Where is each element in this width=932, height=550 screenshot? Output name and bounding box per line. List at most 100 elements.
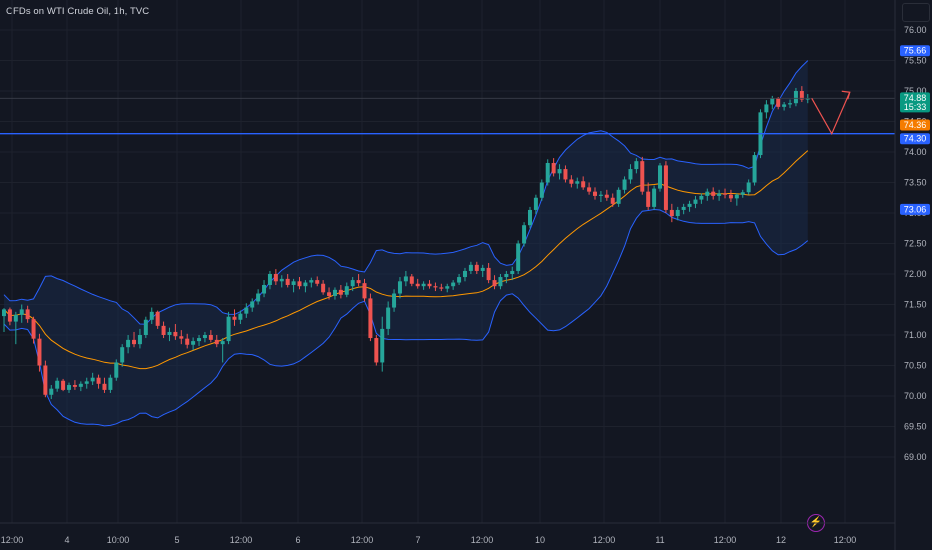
candle-body [510,270,515,274]
candle-body [25,309,30,320]
candle-body [31,319,36,339]
candle-body [746,182,751,193]
candle-body [693,199,698,204]
candle-body [344,286,349,295]
candle-body [728,194,733,199]
candle-body [309,280,314,283]
basis-line [3,150,809,370]
candle-body [279,278,284,282]
candle-body [43,365,48,395]
candle-body [480,267,485,271]
candle-body [640,161,645,192]
candle-body [226,316,231,342]
settings-icon[interactable] [902,3,930,22]
y-tick-label: 69.00 [904,452,927,462]
candle-body [533,197,538,210]
candle-body [415,283,420,287]
projection-arrowhead [841,90,851,100]
candle-body [49,388,54,395]
candle-body [569,179,574,184]
price-badge-label: 74.36 [904,120,927,130]
candle-body [770,98,775,105]
price-badge-label: 74.30 [904,134,927,144]
candle-body [291,281,296,285]
x-tick-label: 10 [535,535,545,545]
price-badge: 75.66 [900,45,930,57]
candle-body [2,309,6,317]
candle-body [321,283,326,293]
candle-body [197,338,202,342]
candle-body [675,209,680,217]
candle-body [303,282,308,287]
candle-body [238,313,243,320]
candle-body [587,187,592,192]
candle-body [427,283,432,287]
price-badge: 74.36 [900,119,930,131]
candle-body [646,191,651,207]
y-tick-label: 71.50 [904,300,927,310]
candle-body [805,98,810,100]
price-badge-label: 75.66 [904,46,927,56]
x-tick-label: 5 [174,535,179,545]
candle-body [78,383,83,387]
candle-body [782,104,787,107]
candle-body [327,292,332,296]
candle-body [102,383,107,390]
candle-body [474,264,479,271]
x-tick-label: 11 [655,535,664,545]
candle-body [776,98,781,107]
candle-body [522,225,527,244]
candle-body [433,286,438,288]
x-tick-label: 12 [776,535,786,545]
time-axis[interactable]: 12:00 4 10:00 5 12:00 6 12:00 7 12:00 10 12:00 11 12… [0,522,895,545]
candle-body [604,194,609,198]
candle-body [155,311,160,326]
candle-body [723,193,728,195]
candle-body [498,277,503,287]
candle-body [486,267,491,281]
candle-body [285,278,290,285]
candle-body [669,209,674,217]
lower-band [3,208,809,427]
candle-body [7,309,12,322]
candle-body [315,280,320,284]
x-tick-label: 10:00 [107,535,130,545]
x-tick-label: 12:00 [471,535,494,545]
candle-body [699,195,704,200]
price-axis[interactable]: 69.00 69.50 70.00 70.50 71.00 71.50 72.00 72.50… [894,0,927,550]
y-tick-label: 70.50 [904,361,927,371]
y-tick-label: 73.50 [904,178,927,188]
candle-body [108,377,113,390]
candle-body [84,381,89,384]
candle-body [114,362,119,378]
candle-body [185,338,190,345]
candle-body [457,277,462,283]
candle-body [132,339,137,345]
candle-body [575,181,580,184]
candle-body [262,284,267,294]
candle-body [610,197,615,204]
candle-body [380,328,385,363]
projection-path[interactable] [811,91,851,136]
candle-body [616,189,621,204]
candle-body [149,311,154,320]
candle-body [563,169,568,180]
y-tick-label: 70.00 [904,391,927,401]
y-tick-label: 72.00 [904,269,927,279]
candle-body [244,307,249,314]
price-badge: 74.30 [900,133,930,145]
candle-body [202,335,207,339]
x-tick-label: 12:00 [351,535,374,545]
upper-band [3,60,809,325]
candle-body [368,298,373,339]
candle-body [788,103,793,105]
candle-body [705,191,710,196]
candle-body [468,264,473,271]
y-tick-label: 75.00 [904,86,927,96]
candle-body [232,316,237,320]
candle-body [13,314,18,322]
candle-body [593,191,597,196]
